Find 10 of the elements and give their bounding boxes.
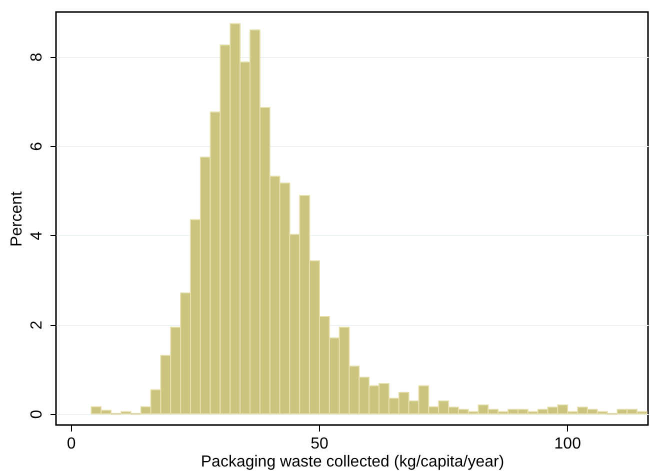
x-tick-label: 50 — [310, 436, 328, 452]
x-axis-title: Packaging waste collected (kg/capita/year) — [200, 454, 504, 470]
x-tick-label: 0 — [66, 436, 76, 452]
y-tick-label: 4 — [28, 231, 46, 240]
y-axis-title: Percent — [8, 190, 26, 247]
y-tick-label: 2 — [28, 320, 46, 330]
y-tick-label: 8 — [28, 52, 46, 62]
x-tick-label: 100 — [554, 436, 582, 452]
y-tick-label: 6 — [28, 142, 46, 151]
y-tick-label: 0 — [28, 410, 46, 419]
